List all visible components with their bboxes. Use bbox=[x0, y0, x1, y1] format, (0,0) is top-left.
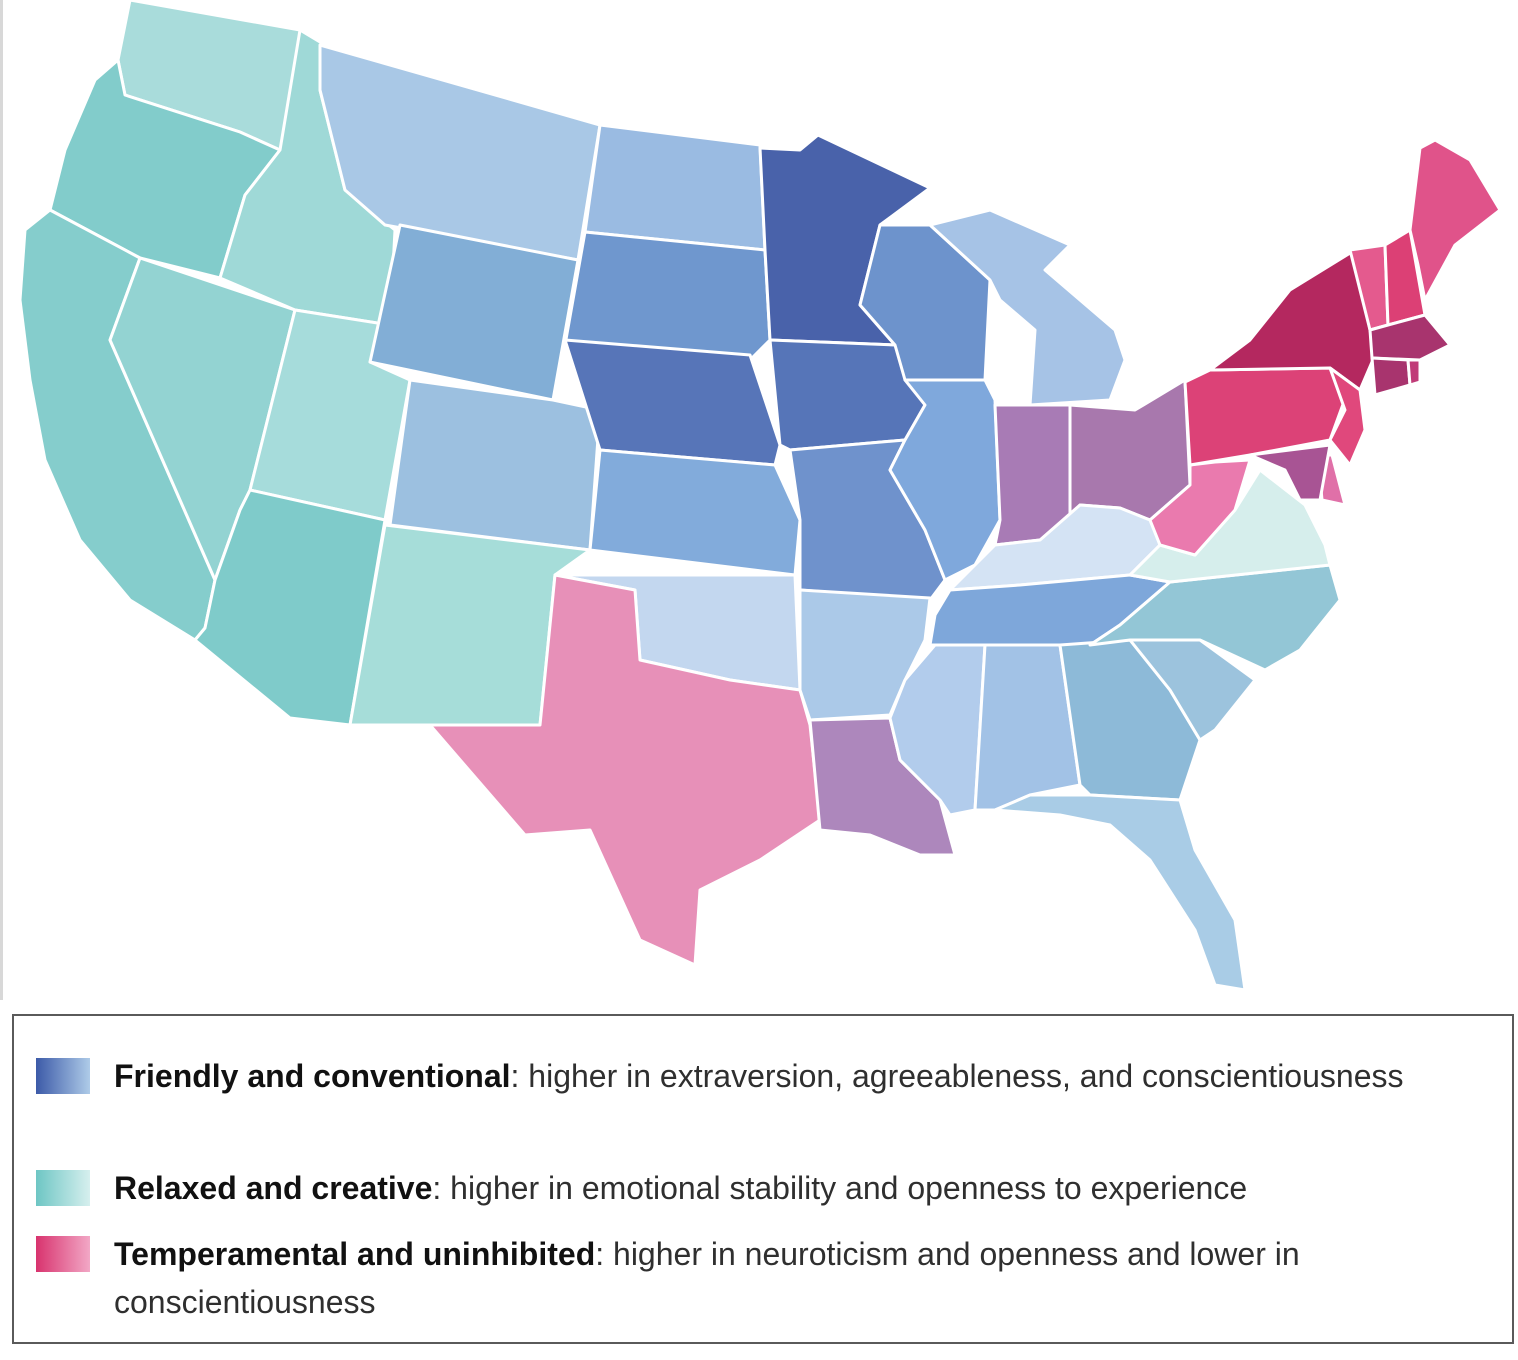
state-nd bbox=[583, 123, 767, 252]
state-me bbox=[1408, 138, 1502, 302]
state-fl bbox=[993, 793, 1247, 992]
legend-swatch-temperamental bbox=[36, 1236, 90, 1272]
state-nj bbox=[1328, 366, 1367, 467]
state-tx bbox=[428, 573, 822, 967]
legend-title-relaxed: Relaxed and creative bbox=[114, 1170, 433, 1206]
legend-title-friendly: Friendly and conventional bbox=[114, 1058, 511, 1094]
legend-swatch-relaxed bbox=[36, 1170, 90, 1206]
state-co bbox=[388, 378, 602, 552]
us-map-svg bbox=[18, 0, 1502, 992]
state-nc bbox=[1088, 563, 1342, 672]
state-ri bbox=[1406, 358, 1422, 387]
us-map bbox=[18, 0, 1502, 992]
legend: Friendly and conventional: higher in ext… bbox=[12, 1014, 1514, 1344]
legend-swatch-friendly bbox=[36, 1058, 90, 1094]
image-border bbox=[0, 0, 3, 1000]
state-mi bbox=[928, 208, 1127, 407]
state-il bbox=[888, 378, 1002, 582]
state-sd bbox=[563, 230, 772, 362]
state-ks bbox=[588, 448, 802, 577]
state-ne bbox=[563, 338, 782, 467]
legend-description-temperamental: : higher in neuroticism and openness and… bbox=[114, 1236, 1300, 1320]
legend-text-relaxed: Relaxed and creative: higher in emotiona… bbox=[114, 1164, 1500, 1212]
state-md bbox=[1248, 443, 1332, 502]
state-ct bbox=[1370, 356, 1412, 397]
state-wv bbox=[1148, 458, 1252, 557]
legend-title-temperamental: Temperamental and uninhibited bbox=[114, 1236, 596, 1272]
legend-text-temperamental: Temperamental and uninhibited: higher in… bbox=[114, 1230, 1500, 1326]
legend-text-friendly: Friendly and conventional: higher in ext… bbox=[114, 1052, 1500, 1100]
legend-description-relaxed: : higher in emotional stability and open… bbox=[432, 1170, 1248, 1206]
legend-description-friendly: : higher in extraversion, agreeableness,… bbox=[510, 1058, 1404, 1094]
state-ny bbox=[1208, 248, 1377, 392]
